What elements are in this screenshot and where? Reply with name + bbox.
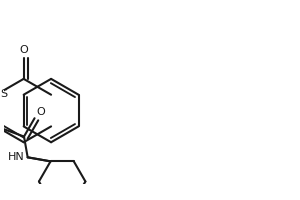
Text: O: O — [37, 107, 45, 117]
Text: HN: HN — [8, 152, 25, 162]
Text: O: O — [19, 45, 28, 55]
Text: S: S — [0, 89, 7, 99]
